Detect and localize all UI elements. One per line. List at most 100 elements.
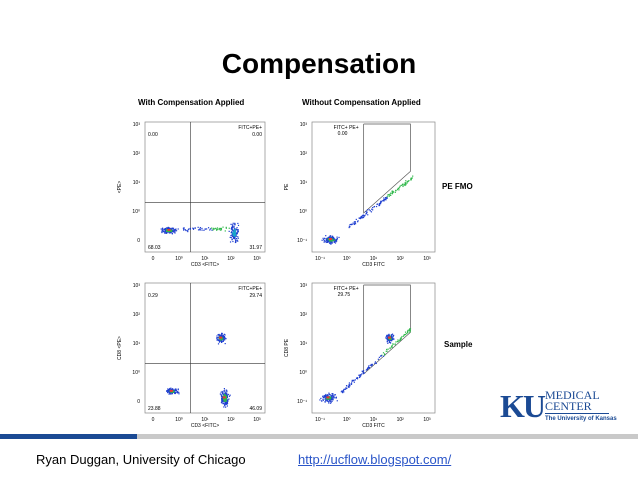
sample-with-cd8-dot (216, 337, 218, 339)
sample-without-cd8-dot (388, 333, 390, 335)
footer-rule-gray (137, 434, 638, 439)
fmo-with-pos-dot (235, 235, 237, 237)
fmo-without-neg-dot (333, 240, 335, 242)
fmo-with-bridge-dot (214, 227, 216, 229)
fmo-with-neg-dot (165, 231, 168, 233)
sample-with-cd4-dot (223, 394, 225, 396)
fmo-without-neg-core (330, 240, 333, 242)
sample-without-diag-dot (369, 364, 371, 367)
sample-with-cd4-dot (221, 400, 223, 402)
fmo-without-diag-dot (397, 187, 399, 190)
fmo-without-neg-core (331, 239, 334, 242)
sample-without-cd8-dot (386, 338, 388, 341)
sample-without-diag-dot (382, 352, 385, 354)
sample-without-neg-dot (327, 400, 329, 403)
sample-with-cd4-dot (226, 396, 228, 398)
fmo-without-neg-dot (336, 238, 338, 240)
fmo-with-neg-dot (174, 230, 177, 232)
fmo-without-diag-dot (355, 218, 357, 221)
fmo-with-pos-dot (237, 222, 239, 225)
sample-with-cd8-dot (216, 337, 219, 339)
fmo-with-neg-dot (168, 228, 170, 230)
fmo-with-neg-dot (164, 230, 166, 233)
sample-without-neg-dot (319, 399, 321, 401)
fmo-without-neg-dot (323, 237, 326, 239)
x-tick-label: 10¹ (201, 417, 209, 423)
fmo-with-pos-core (233, 229, 236, 231)
y-tick-label: 10¹ (133, 180, 141, 186)
sample-without-diag-dot (351, 382, 353, 384)
fmo-without-neg-dot (326, 241, 328, 243)
fmo-without-diag-dot (395, 190, 397, 192)
sample-without-diag-dot (362, 372, 365, 374)
fmo-with-neg-dot (168, 227, 170, 229)
fmo-without-diag-dot (379, 201, 382, 203)
fmo-without-diag-dot (372, 209, 374, 211)
fmo-without-diag-dot (402, 185, 404, 188)
fmo-without-neg-dot (326, 238, 329, 240)
sample-without-diag-dot (404, 333, 407, 335)
sample-without-neg-dot (323, 395, 325, 397)
fmo-with-bridge-dot (187, 230, 189, 233)
fmo-without-diag-dot (387, 194, 389, 196)
sample-with-cd8-dot (217, 343, 220, 345)
sample-with-cd8-dot (221, 335, 223, 337)
sample-without-diag-dot (391, 346, 393, 349)
fmo-with-bridge-dot (199, 228, 201, 230)
fmo-with-neg-dot (162, 231, 164, 233)
quadrant-ul-value: 0.00 (148, 132, 158, 138)
sample-with-cd4-dot (225, 401, 227, 403)
fmo-with-neg-dot (165, 229, 167, 231)
y-tick-label: 10³ (300, 283, 308, 289)
fmo-without-neg-dot (336, 240, 338, 242)
fmo-without-neg-dot (327, 239, 330, 242)
sample-without-cd8-dot (390, 334, 392, 336)
fmo-without-neg-dot (323, 238, 325, 241)
fmo-without-diag-dot (394, 191, 397, 193)
fmo-without-diag-dot (404, 181, 406, 184)
fmo-without-diag-dot (411, 177, 413, 179)
sample-without-diag-dot (363, 372, 366, 374)
sample-without-diag-dot (348, 383, 350, 386)
sample-without-cd8-peak (387, 336, 391, 339)
fmo-without-diag-dot (354, 222, 356, 224)
sample-without-diag-dot (351, 380, 353, 382)
fmo-with-pos-dot (236, 232, 238, 234)
fmo-without-neg-dot (334, 240, 336, 242)
fmo-with-pos-dot (233, 226, 235, 228)
fmo-with-pos-dot (231, 226, 233, 229)
plot-frame (311, 282, 436, 414)
sample-with-cd4-dot (223, 402, 225, 405)
sample-with-cd4-core (223, 400, 225, 402)
sample-with-cd4-dot (221, 392, 224, 395)
sample-with-cd4-dot (226, 395, 229, 397)
fmo-without-diag-dot (386, 196, 388, 198)
sample-without-diag-dot (397, 339, 399, 341)
sample-without-cd8-core (389, 338, 391, 340)
fmo-without-diag-dot (348, 226, 350, 229)
sample-with-neg-dot (168, 389, 170, 391)
fmo-without-neg-dot (329, 242, 331, 245)
x-tick-label: 10⁻¹ (315, 417, 325, 423)
sample-without-neg-dot (332, 395, 334, 397)
sample-without-diag-dot (391, 345, 393, 347)
gate-label: FITC+ PE+ (334, 125, 359, 131)
sample-without-cd8-dot (387, 339, 389, 341)
sample-with-cd8-dot (224, 334, 226, 336)
fmo-without-neg-dot (331, 235, 334, 237)
sample-with-cd4-dot (221, 390, 223, 393)
fmo-without-diag-dot (375, 205, 378, 208)
fmo-with-bridge-dot (189, 228, 191, 230)
sample-with-cd4-dot (221, 395, 223, 397)
fmo-without-diag-dot (408, 180, 410, 182)
fmo-without-diag-dot (361, 215, 363, 217)
sample-with-cd8-dot (221, 341, 223, 343)
fmo-with-pos-dot (234, 241, 237, 243)
blog-link[interactable]: http://ucflow.blogspot.com/ (298, 452, 452, 467)
fmo-with-pos-dot (231, 226, 233, 228)
sample-with-cd4-dot (226, 402, 229, 404)
fmo-with-pos-dot (233, 237, 235, 239)
sample-without-diag-dot (343, 388, 345, 390)
fmo-with-bridge-dot (184, 229, 187, 231)
sample-without-neg-dot (324, 396, 326, 398)
